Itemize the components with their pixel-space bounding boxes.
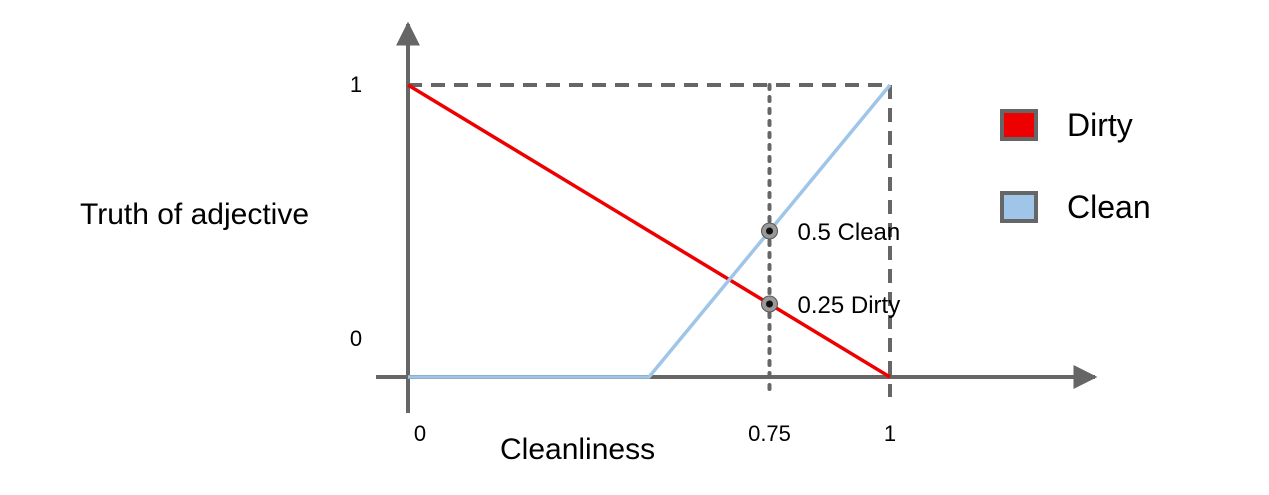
y-tick-label-1: 1 [350, 72, 362, 97]
annotation-label-0: 0.5 Clean [798, 219, 901, 246]
series-line-dirty [407, 83, 891, 379]
x-tick-label-1: 0.75 [748, 421, 791, 446]
legend: Dirty Clean [1000, 107, 1151, 225]
annotation-marker-center-0 [766, 227, 773, 235]
x-tick-label-2: 1 [884, 421, 896, 446]
y-tick-label-0: 0 [350, 326, 362, 351]
x-axis-label: Cleanliness [500, 433, 655, 466]
annotation-label-1: 0.25 Dirty [798, 292, 901, 319]
legend-label-dirty: Dirty [1067, 107, 1133, 143]
x-tick-label-0: 0 [414, 421, 426, 446]
legend-swatch-dirty [1000, 109, 1038, 141]
legend-swatch-clean [1000, 191, 1038, 223]
legend-label-clean: Clean [1067, 189, 1151, 225]
series-line-clean [408, 83, 892, 379]
y-axis-label: Truth of adjective [80, 198, 309, 231]
annotation-marker-center-1 [766, 300, 773, 308]
